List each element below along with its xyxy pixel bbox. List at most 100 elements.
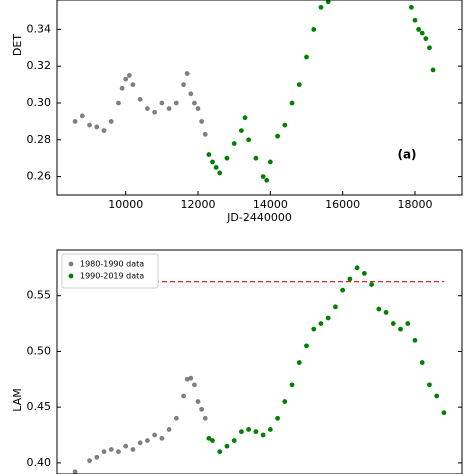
x-tick-label: 10000 [108, 198, 143, 211]
data-point [239, 128, 244, 134]
data-point [289, 382, 295, 388]
data-point [94, 124, 100, 130]
data-point [282, 122, 288, 128]
data-point [87, 458, 92, 464]
data-point [145, 438, 150, 443]
data-point [267, 159, 273, 165]
data-point [94, 454, 100, 460]
data-point [239, 429, 244, 435]
data-point [253, 429, 259, 435]
data-point [173, 100, 179, 106]
data-point [188, 91, 194, 97]
y-tick-label: 0.45 [27, 400, 52, 413]
x-tick-label: 14000 [253, 198, 288, 211]
data-point [152, 109, 158, 115]
data-point [217, 170, 223, 176]
data-point [202, 415, 208, 421]
y-tick-label: 0.28 [27, 133, 52, 146]
data-point [210, 438, 215, 443]
data-point [242, 115, 248, 121]
data-point [275, 415, 280, 421]
data-point [408, 4, 414, 10]
legend-label: 1980-1990 data [80, 260, 144, 269]
data-point [116, 100, 121, 106]
y-tick-label: 0.55 [27, 289, 52, 302]
data-point [340, 287, 346, 293]
data-point [231, 141, 237, 146]
data-point [199, 119, 205, 124]
data-point [108, 119, 114, 124]
y-axis-label: DET [11, 34, 24, 56]
data-point [427, 45, 432, 51]
data-point [376, 306, 382, 312]
data-point [159, 435, 165, 441]
data-point [206, 152, 212, 157]
axes-frame [56, 0, 463, 196]
data-point [166, 427, 172, 432]
data-point [318, 321, 324, 326]
data-point [195, 106, 201, 111]
data-point [296, 82, 302, 88]
data-point [412, 17, 418, 23]
data-point [304, 54, 309, 60]
data-point [427, 382, 432, 388]
data-point [130, 82, 136, 88]
data-point [123, 76, 129, 82]
y-tick-label: 0.34 [27, 22, 52, 35]
data-point [333, 304, 338, 310]
data-point [398, 326, 403, 332]
data-point [126, 73, 132, 78]
data-point [325, 315, 331, 321]
data-point [181, 82, 186, 88]
data-point [311, 326, 317, 332]
data-point [166, 106, 172, 111]
x-tick-label: 16000 [325, 198, 360, 211]
data-point [137, 96, 143, 102]
data-point [181, 393, 186, 399]
data-point [419, 360, 425, 365]
y-tick-label: 0.50 [27, 344, 52, 357]
data-point [369, 282, 374, 287]
data-point [206, 435, 212, 441]
legend-marker [68, 261, 74, 267]
data-point [361, 271, 367, 276]
data-point [289, 100, 295, 106]
data-point [159, 100, 165, 106]
data-point [188, 375, 194, 381]
legend-box [61, 253, 159, 289]
data-point [383, 310, 389, 315]
data-point [441, 410, 447, 416]
y-tick-label: 0.26 [27, 170, 52, 183]
x-tick-label: 18000 [397, 198, 432, 211]
data-point [192, 100, 197, 106]
data-point [145, 106, 150, 111]
data-point [217, 449, 223, 455]
data-point [192, 382, 197, 388]
data-point [390, 321, 396, 326]
data-point [264, 177, 270, 183]
x-tick-label: 12000 [181, 198, 216, 211]
data-point [224, 155, 230, 161]
legend-marker [68, 273, 74, 279]
data-point [347, 276, 353, 282]
data-point [423, 36, 429, 42]
data-point [116, 449, 121, 455]
data-point [412, 337, 418, 343]
data-point [184, 376, 190, 382]
axes-frame [56, 249, 463, 474]
x-axis-label: JD-2440000 [226, 211, 292, 224]
data-point [173, 415, 179, 421]
data-point [416, 27, 422, 32]
data-point [224, 443, 230, 449]
data-point [354, 265, 360, 271]
legend: 1980-1990 data 1990-2019 data [61, 253, 159, 289]
data-point [430, 67, 436, 73]
plot-area [72, 0, 436, 183]
data-point [119, 85, 125, 91]
data-point [72, 469, 78, 474]
data-point [79, 113, 85, 119]
data-point [275, 133, 280, 139]
y-tick-label: 0.30 [27, 96, 52, 109]
data-point [311, 27, 317, 32]
data-point [123, 443, 129, 449]
